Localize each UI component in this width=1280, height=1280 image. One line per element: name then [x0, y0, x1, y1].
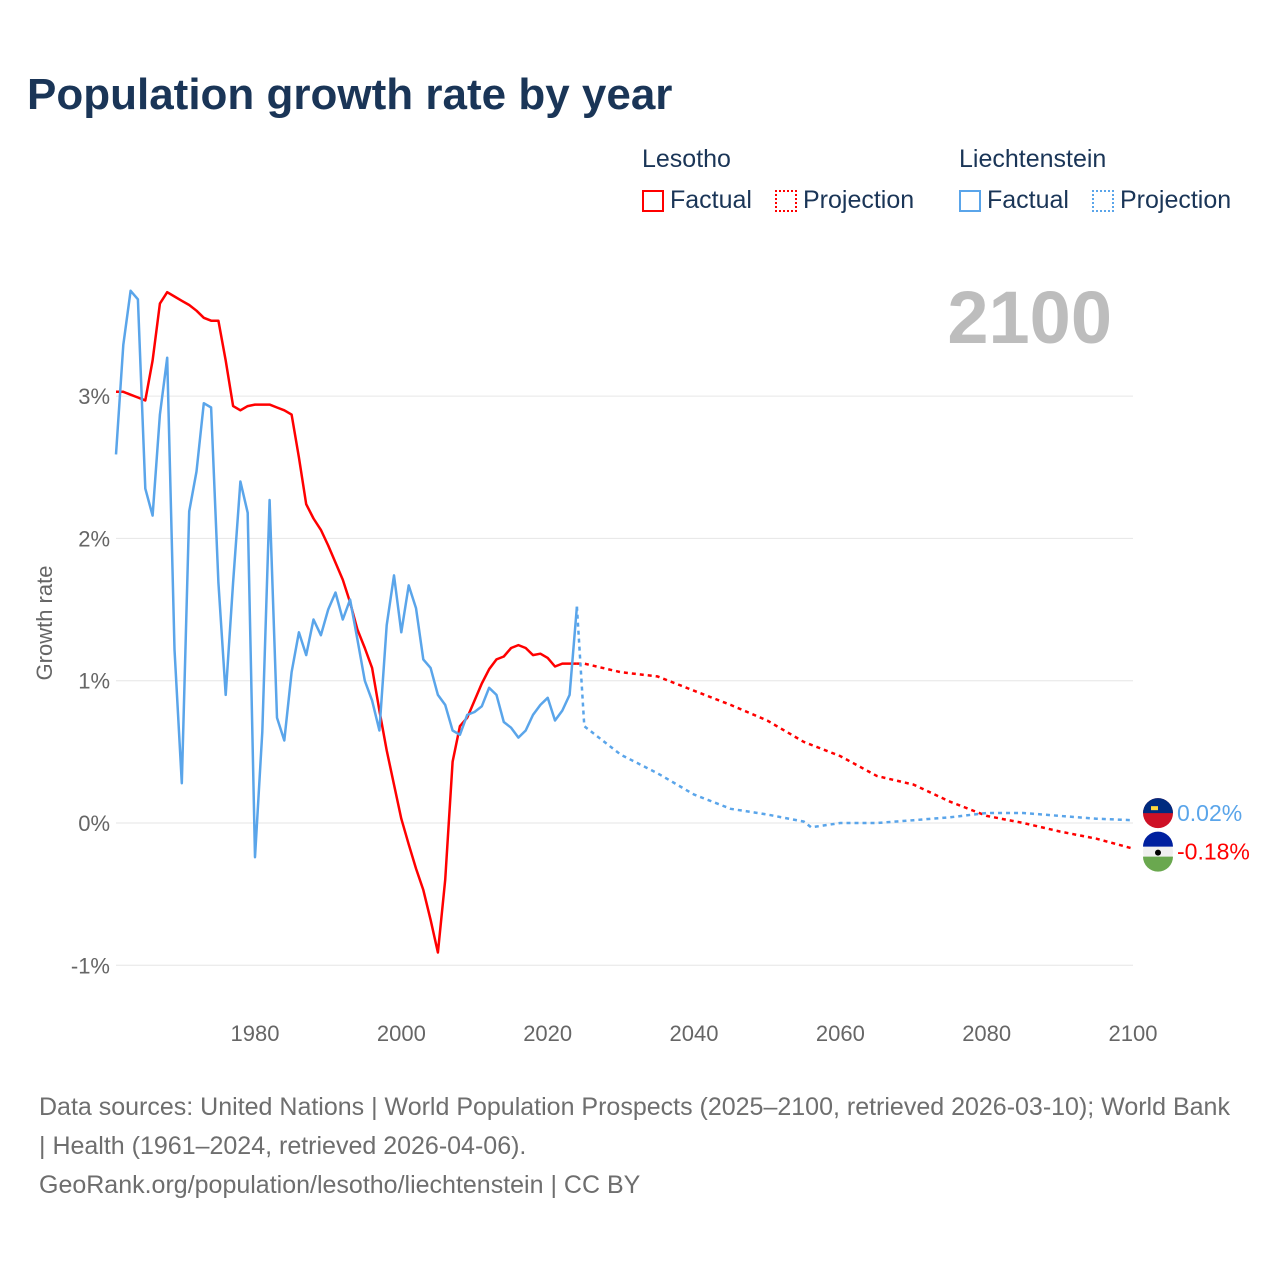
x-tick-label: 2060 — [816, 1021, 865, 1046]
legend-liechtenstein-factual[interactable]: Factual — [959, 186, 1069, 215]
x-tick-label: 2080 — [962, 1021, 1011, 1046]
flag-band-blue — [1143, 798, 1173, 814]
legend-label: Projection — [803, 186, 915, 214]
liechtenstein-factual-line — [114, 289, 579, 859]
dotted-swatch-icon — [775, 189, 797, 212]
liechtenstein-projection-line — [575, 606, 1134, 829]
y-tick-label: 2% — [78, 526, 110, 551]
dotted-swatch-icon — [1092, 189, 1114, 212]
legend-group-lesotho: Lesotho — [642, 145, 731, 173]
legend-lesotho-factual[interactable]: Factual — [642, 186, 752, 215]
x-tick-label: 2100 — [1109, 1021, 1158, 1046]
credit-link[interactable]: GeoRank.org/population/lesotho/liechtens… — [39, 1171, 641, 1199]
legend-group-liechtenstein: Liechtenstein — [959, 145, 1107, 173]
solid-swatch-icon — [959, 189, 981, 212]
y-tick-label: 3% — [78, 384, 110, 409]
y-tick-label: 0% — [78, 811, 110, 836]
legend-label: Factual — [670, 186, 752, 214]
current-year-label: 2100 — [947, 276, 1112, 359]
flag-hat — [1155, 849, 1161, 856]
x-tick-label: 2040 — [670, 1021, 719, 1046]
y-tick-label: 1% — [78, 669, 110, 694]
flag-band-green — [1143, 856, 1173, 872]
flag-band-blue — [1143, 831, 1173, 847]
liechtenstein-end-label: 0.02% — [1177, 800, 1242, 826]
data-sources: Data sources: United Nations | World Pop… — [39, 1093, 1230, 1160]
lesotho-projection-line — [576, 662, 1134, 850]
x-tick-label: 1980 — [231, 1021, 280, 1046]
legend-liechtenstein-projection[interactable]: Projection — [1092, 186, 1231, 215]
page-title: Population growth rate by year — [27, 70, 673, 119]
x-tick-label: 2000 — [377, 1021, 426, 1046]
legend-lesotho-projection[interactable]: Projection — [775, 186, 914, 215]
lesotho-end-label: -0.18% — [1177, 839, 1250, 865]
x-tick-label: 2020 — [523, 1021, 572, 1046]
footer: Data sources: United Nations | World Pop… — [39, 1088, 1239, 1205]
solid-swatch-icon — [642, 189, 664, 212]
y-tick-label: -1% — [71, 953, 110, 978]
flag-crown — [1151, 806, 1158, 811]
lesotho-factual-line — [116, 290, 577, 954]
lesotho-flag-icon — [1143, 831, 1173, 872]
legend-label: Factual — [987, 186, 1069, 214]
liechtenstein-flag-icon — [1143, 798, 1173, 829]
legend-label: Projection — [1120, 186, 1232, 214]
y-axis-label: Growth rate — [32, 566, 57, 681]
